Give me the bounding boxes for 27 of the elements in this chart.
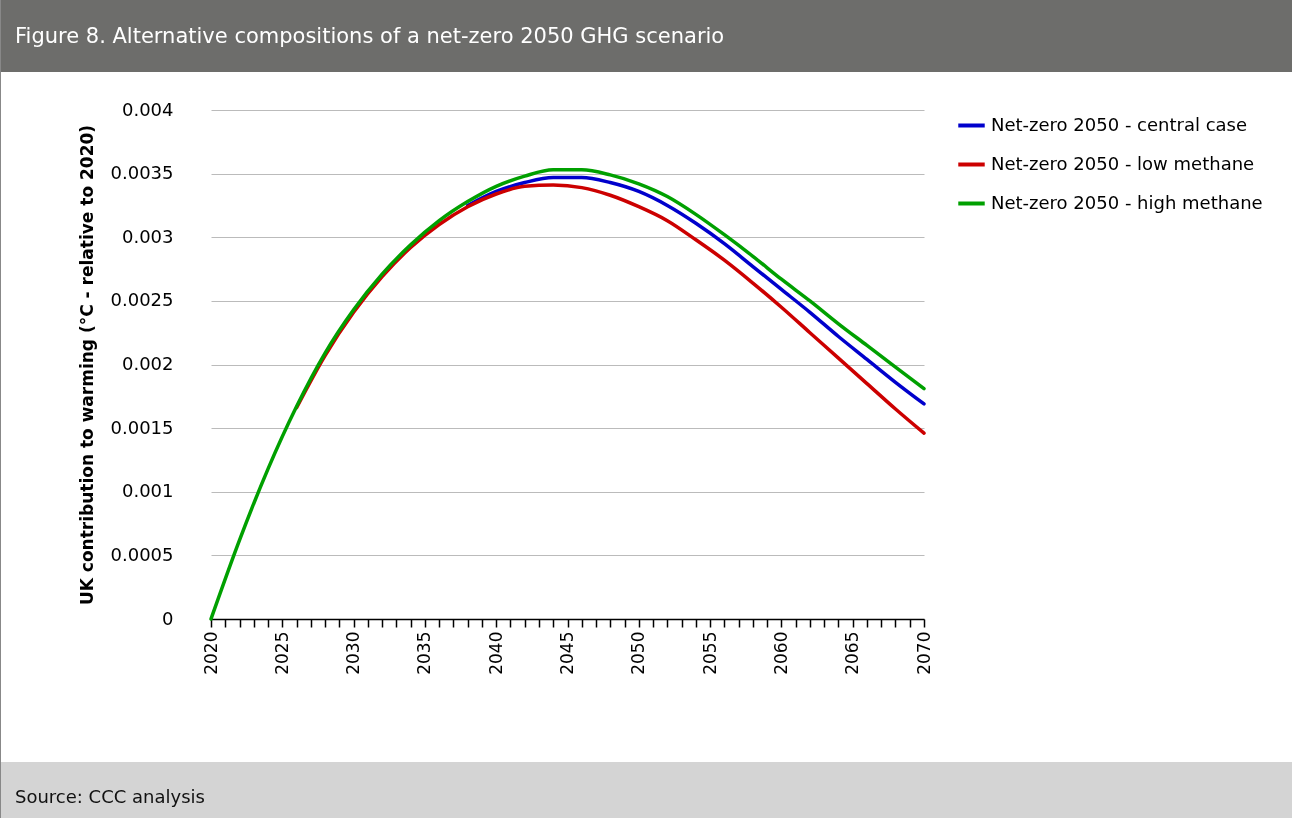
- chart-title: Figure 8. Alternative compositions of a net-zero 2050 GHG scenario: [1, 0, 1292, 72]
- line-series: [465, 175, 926, 406]
- y-tick-label: 0: [162, 607, 174, 629]
- x-tick-label: 2035: [414, 631, 435, 675]
- x-tick-label: 2050: [628, 631, 649, 675]
- y-tick-label: 0.004: [121, 98, 174, 120]
- y-tick-label: 0.0025: [110, 289, 174, 311]
- x-tick-label: 2030: [343, 631, 364, 675]
- y-axis-title: UK contribution to warming (°C - relative to 2020): [76, 124, 97, 606]
- x-tick-label: 2060: [770, 631, 791, 675]
- y-tick-label: 0.0005: [110, 543, 174, 565]
- x-tick-label: 2055: [699, 631, 720, 675]
- x-tick-label: 2070: [913, 631, 934, 675]
- x-tick-label: 2045: [557, 631, 577, 675]
- x-tick-label: 2025: [271, 631, 292, 675]
- y-tick-label: 0.003: [121, 225, 174, 247]
- legend-label: Net-zero 2050 - high methane: [991, 191, 1263, 213]
- y-tick-label: 0.002: [121, 353, 174, 374]
- x-tick-label: 2020: [200, 631, 221, 675]
- legend-label: Net-zero 2050 - central case: [991, 113, 1248, 135]
- legend-label: Net-zero 2050 - low methane: [991, 152, 1255, 174]
- y-tick-label: 0.0035: [110, 162, 174, 184]
- y-tick-label: 0.001: [121, 480, 174, 502]
- y-tick-label: 0.0015: [110, 416, 174, 438]
- x-tick-label: 2065: [842, 631, 863, 675]
- source-note: Source: CCC analysis: [1, 762, 1292, 818]
- x-tick-label: 2040: [485, 631, 506, 675]
